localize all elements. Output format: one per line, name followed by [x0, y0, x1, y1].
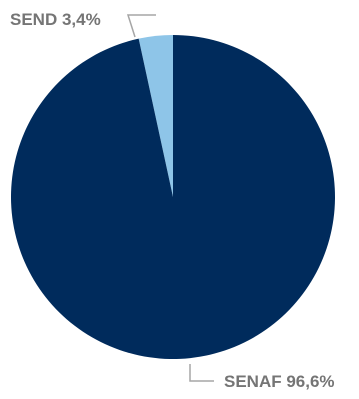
- slice-label-senaf: SENAF 96,6%: [224, 372, 335, 391]
- pie-slice-senaf: [11, 35, 336, 360]
- pie-slice-send: [138, 35, 173, 197]
- leader-line-send: [126, 14, 156, 38]
- leader-line-senaf: [189, 364, 214, 382]
- slice-label-send: SEND 3,4%: [10, 10, 101, 29]
